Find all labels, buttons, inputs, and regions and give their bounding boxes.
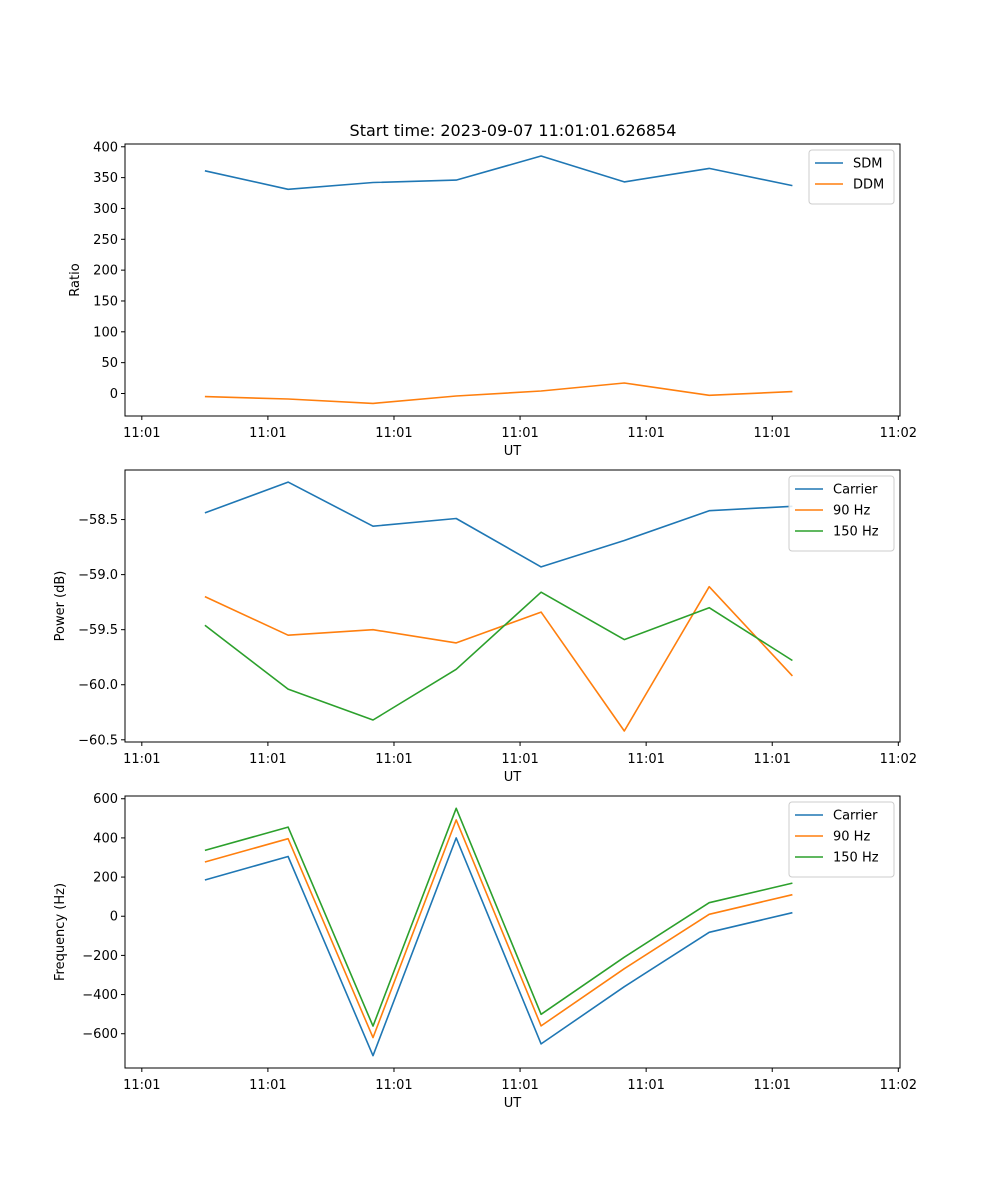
y-tick-label: 0 [110,387,118,402]
y-tick-label: 150 [93,294,118,309]
x-tick-label: 11:01 [627,1078,664,1093]
y-tick-label: 250 [93,233,118,248]
y-tick-label: 400 [93,140,118,155]
y-tick-label: 300 [93,202,118,217]
x-tick-label: 11:01 [375,752,412,767]
y-tick-label: 200 [93,871,118,886]
y-tick-label: 600 [93,792,118,807]
series-line-90-hz [204,585,793,732]
series-line-90-hz [204,819,793,1039]
x-tick-label: 11:01 [123,752,160,767]
series-line-carrier [204,481,793,568]
x-tick-label: 11:01 [501,752,538,767]
y-tick-label: −60.5 [78,733,118,748]
x-tick-label: 11:02 [880,1078,917,1093]
y-tick-label: 400 [93,831,118,846]
x-tick-label: 11:01 [501,426,538,441]
chart-panel-2: 11:01 11:01 11:01 11:01 11:01 11:01 11:02 −58.5… [53,469,917,785]
y-tick-label: −60.0 [78,678,118,693]
x-tick-label: 11:01 [375,1078,412,1093]
y-tick-label: −59.5 [78,623,118,638]
x-tick-label: 11:01 [249,1078,286,1093]
legend-label: DDM [853,178,884,193]
y-tick-label: 350 [93,171,118,186]
x-tick-label: 11:01 [753,752,790,767]
x-axis-label: UT [504,770,522,785]
y-axis-label: Ratio [68,263,83,296]
y-tick-label: 100 [93,325,118,340]
x-tick-label: 11:01 [123,1078,160,1093]
y-tick-label: −200 [82,949,118,964]
axes-frame [124,469,901,743]
y-tick-label: −400 [82,988,118,1003]
y-tick-label: −58.5 [78,513,118,528]
x-tick-label: 11:01 [753,1078,790,1093]
x-tick-label: 11:01 [123,426,160,441]
x-tick-label: 11:01 [627,752,664,767]
chart-panel-3: 11:01 11:01 11:01 11:01 11:01 11:01 11:02 600 40… [53,792,917,1111]
series-line-150-hz [204,807,793,1027]
legend-label: Carrier [833,483,878,498]
x-tick-label: 11:01 [753,426,790,441]
series-line-carrier [204,837,793,1057]
legend-box [788,475,895,552]
x-tick-label: 11:01 [249,426,286,441]
y-tick-label: 200 [93,264,118,279]
x-tick-label: 11:02 [880,752,917,767]
x-tick-label: 11:01 [501,1078,538,1093]
x-tick-label: 11:01 [375,426,412,441]
y-tick-label: 50 [101,356,118,371]
legend-label: Carrier [833,809,878,824]
y-axis-label: Frequency (Hz) [53,883,68,981]
axes-frame [124,143,901,417]
legend-label: 150 Hz [833,851,879,866]
chart-panel-1: 11:01 11:01 11:01 11:01 11:01 11:01 11:02 0 50 10… [68,140,917,459]
legend-label: 150 Hz [833,525,879,540]
series-line-sdm [204,155,793,191]
x-tick-label: 11:01 [249,752,286,767]
x-axis-label: UT [504,444,522,459]
legend-label: SDM [853,157,882,172]
y-axis-label: Power (dB) [53,571,68,642]
legend-label: 90 Hz [833,830,870,845]
x-axis-label: UT [504,1096,522,1111]
legend: Carrier 90 Hz 150 Hz [788,801,895,878]
axes-frame [124,795,901,1069]
x-tick-label: 11:01 [627,426,664,441]
y-tick-label: −59.0 [78,568,118,583]
y-tick-label: 0 [110,910,118,925]
y-tick-label: −600 [82,1027,118,1042]
x-tick-label: 11:02 [880,426,917,441]
legend-label: 90 Hz [833,504,870,519]
series-line-150-hz [204,591,793,721]
legend-box [788,801,895,878]
figure-title: Start time: 2023-09-07 11:01:01.626854 [350,121,677,140]
legend: Carrier 90 Hz 150 Hz [788,475,895,552]
legend: SDM DDM [808,149,895,205]
series-line-ddm [204,382,793,405]
